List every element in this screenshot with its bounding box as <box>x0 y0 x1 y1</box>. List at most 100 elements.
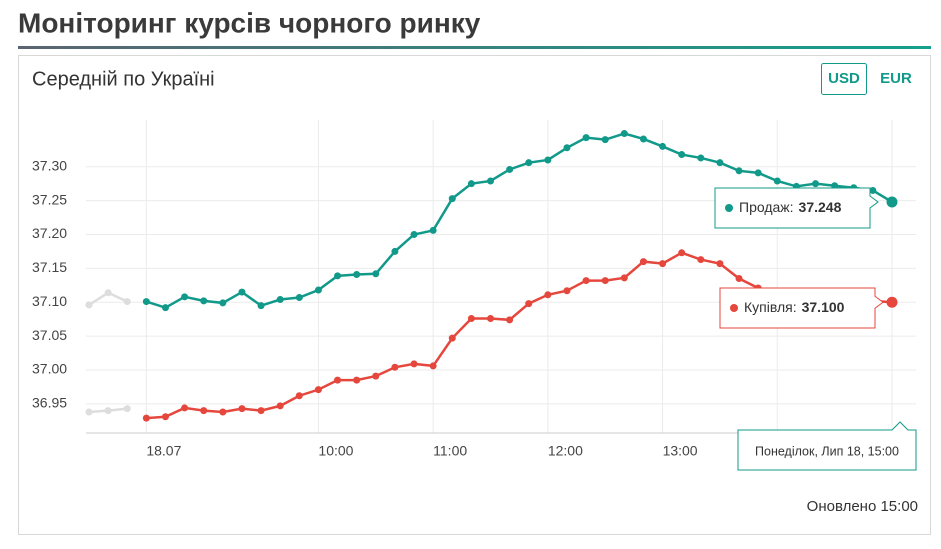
y-tick-label: 36.95 <box>32 395 67 411</box>
data-point <box>601 136 609 144</box>
data-point <box>886 196 898 208</box>
usd-button-label[interactable]: USD <box>828 70 860 87</box>
data-point <box>104 407 112 415</box>
tooltip-box <box>719 287 884 329</box>
data-point <box>314 386 322 394</box>
data-point <box>467 315 475 323</box>
data-point <box>659 142 667 150</box>
data-point <box>639 135 647 143</box>
data-point <box>238 288 246 296</box>
x-tick-label: 11:00 <box>433 443 467 459</box>
data-point <box>85 301 93 309</box>
data-point <box>601 277 609 285</box>
data-point <box>295 294 303 302</box>
data-point <box>735 275 743 283</box>
data-point <box>506 165 514 173</box>
data-point <box>448 334 456 342</box>
data-point <box>181 404 189 412</box>
data-point <box>754 169 762 177</box>
data-point <box>391 247 399 255</box>
data-point <box>238 405 246 413</box>
tooltip-dot <box>730 304 738 312</box>
data-point <box>563 144 571 152</box>
data-point <box>467 180 475 188</box>
page-title: Моніторинг курсів чорного ринку <box>18 7 481 38</box>
eur-button-label[interactable]: EUR <box>880 70 912 87</box>
data-point <box>716 260 724 268</box>
data-point <box>181 293 189 301</box>
series-line <box>145 132 893 310</box>
data-point <box>582 134 590 142</box>
usd-button[interactable] <box>821 63 867 95</box>
data-point <box>276 296 284 304</box>
data-point <box>697 256 705 264</box>
data-point <box>544 156 552 164</box>
tooltip-text: Продаж: 37.248 <box>739 199 842 215</box>
data-point <box>334 272 342 280</box>
data-point <box>429 226 437 234</box>
data-point <box>620 130 628 138</box>
data-point <box>812 180 820 188</box>
data-point <box>353 270 361 278</box>
data-point <box>161 304 169 312</box>
data-point <box>659 260 667 268</box>
data-point <box>219 299 227 307</box>
data-point <box>200 407 208 415</box>
data-point <box>353 376 361 384</box>
data-point <box>525 300 533 308</box>
data-point <box>544 291 552 299</box>
tooltip-series-name: Купівля: <box>744 299 797 315</box>
data-point <box>200 297 208 305</box>
data-point <box>334 376 342 384</box>
data-point <box>429 362 437 370</box>
data-point <box>678 249 686 257</box>
data-point <box>257 407 265 415</box>
data-point <box>869 186 877 194</box>
x-tick-label: 12:00 <box>548 443 583 459</box>
card-subtitle: Середній по Україні <box>32 68 215 90</box>
title-underline <box>18 46 931 49</box>
x-tick-label: 10:00 <box>318 443 353 459</box>
tooltip-series-name: Продаж: <box>739 199 794 215</box>
x-tick-label: 13:00 <box>663 443 698 459</box>
data-point <box>372 270 380 278</box>
y-tick-label: 37.15 <box>32 259 67 275</box>
y-tick-label: 37.30 <box>32 157 67 173</box>
data-point <box>831 182 839 190</box>
x-tick-label: 18.07 <box>146 443 181 459</box>
tooltip-dot <box>725 204 733 212</box>
data-point <box>487 177 494 185</box>
data-point <box>448 195 456 203</box>
data-point <box>123 405 131 413</box>
y-tick-label: 37.20 <box>32 225 67 241</box>
date-tooltip-text: Понеділок, Лип 18, 15:00 <box>755 444 899 458</box>
data-point <box>104 289 112 297</box>
data-point <box>773 177 781 185</box>
data-point <box>886 296 898 308</box>
data-point <box>525 159 533 167</box>
y-tick-label: 37.10 <box>32 293 67 309</box>
data-point <box>123 298 131 306</box>
tooltip-value: 37.100 <box>802 299 845 315</box>
plot: 36.95 37.00 37.05 37.10 37.15 37.20 37.25 37.30… <box>32 120 917 471</box>
data-point <box>678 151 686 159</box>
data-point <box>639 258 647 266</box>
data-point <box>219 408 227 416</box>
data-point <box>716 159 724 167</box>
data-point <box>372 372 380 380</box>
data-point <box>697 154 705 162</box>
data-point <box>410 360 418 368</box>
tooltip-text: Купівля: 37.100 <box>744 299 845 315</box>
data-point <box>161 413 169 421</box>
y-tick-label: 37.00 <box>32 361 67 377</box>
data-point <box>314 286 322 294</box>
data-point <box>563 287 571 295</box>
data-point <box>735 167 743 175</box>
tooltip-value: 37.248 <box>799 199 842 215</box>
data-point <box>142 298 150 306</box>
data-point <box>487 315 494 323</box>
data-point <box>582 277 590 285</box>
y-tick-label: 37.05 <box>32 327 67 343</box>
